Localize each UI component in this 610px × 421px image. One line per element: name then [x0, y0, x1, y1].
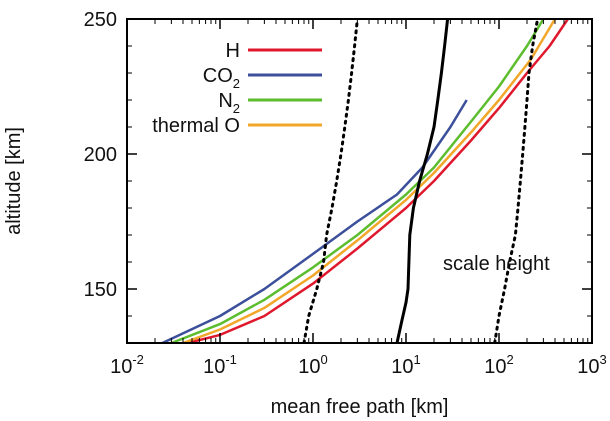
series-layer	[161, 19, 569, 343]
series-line-unlabeled-6	[493, 19, 540, 343]
x-tick-label: 101	[391, 352, 420, 378]
series-line-co2	[161, 99, 468, 343]
plot-frame	[126, 18, 593, 344]
y-tick-label: 250	[84, 9, 117, 31]
series-line-unlabeled-5	[395, 19, 450, 343]
y-axis-label: altitude [km]	[3, 127, 25, 235]
series-line-n2	[170, 19, 545, 343]
x-tick-label: 10-1	[203, 352, 237, 378]
series-line-unlabeled-4	[302, 19, 359, 343]
y-tick-label: 150	[84, 279, 117, 301]
y-tick-label: 200	[84, 144, 117, 166]
x-tick-label: 103	[577, 352, 606, 378]
legend-label: thermal O	[152, 115, 240, 137]
x-tick-label: 100	[298, 352, 327, 378]
series-line-h	[187, 19, 569, 343]
x-tick-label: 10-2	[110, 352, 144, 378]
annotation-scale-height: scale height	[443, 253, 550, 275]
x-axis-label: mean free path [km]	[271, 396, 449, 418]
x-tick-label: 102	[484, 352, 513, 378]
series-line-thermal-o	[182, 19, 557, 343]
legend-label: N2	[218, 90, 240, 116]
legend-label: H	[226, 40, 240, 62]
legend-label: CO2	[203, 65, 240, 91]
